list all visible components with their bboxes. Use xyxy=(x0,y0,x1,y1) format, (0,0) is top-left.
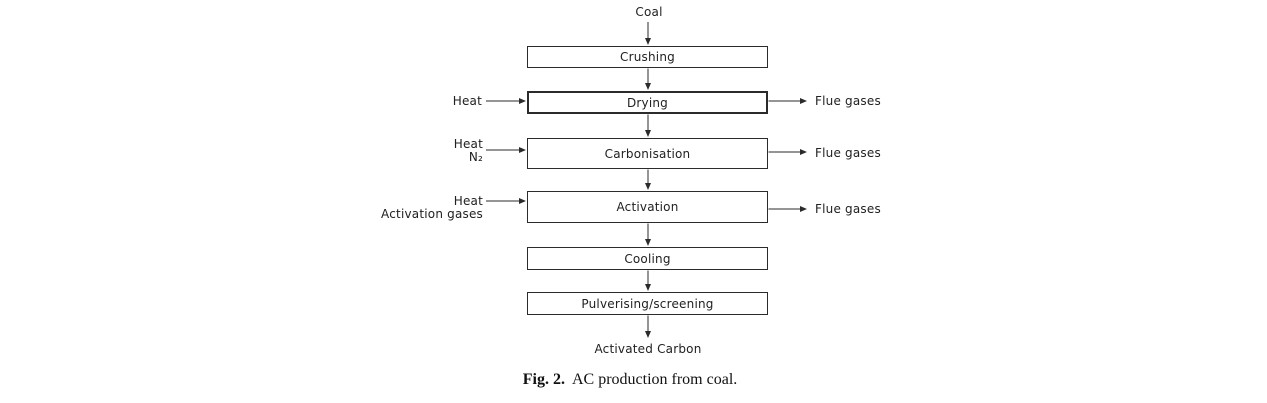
process-box-cooling: Cooling xyxy=(527,247,768,270)
figure-caption: Fig. 2. AC production from coal. xyxy=(523,370,738,389)
process-box-label: Cooling xyxy=(624,251,671,266)
output-label-activated-carbon: Activated Carbon xyxy=(594,342,702,356)
process-box-label: Pulverising/screening xyxy=(581,296,714,311)
output-label-flue-gases-activation: Flue gases xyxy=(815,202,881,216)
process-box-activation: Activation xyxy=(527,191,768,223)
process-box-pulverising-screening: Pulverising/screening xyxy=(527,292,768,315)
figure-caption-text: AC production from coal. xyxy=(571,371,738,388)
figure-caption-number: Fig. 2. xyxy=(522,371,565,388)
output-label-flue-gases-drying: Flue gases xyxy=(815,94,881,108)
process-box-label: Activation xyxy=(616,200,679,214)
input-label-line: Heat xyxy=(453,137,483,151)
input-label-line: Heat xyxy=(452,94,482,108)
process-box-carbonisation: Carbonisation xyxy=(527,138,768,169)
process-box-label: Crushing xyxy=(620,50,675,64)
input-label-line: Heat xyxy=(453,194,483,208)
input-label-heat-drying: Heat xyxy=(453,95,482,108)
input-label-heat-n2-carbonisation: Heat N₂ xyxy=(454,138,483,164)
process-box-label: Drying xyxy=(626,95,669,110)
output-label-flue-gases-carbonisation: Flue gases xyxy=(815,146,881,160)
input-label-line: Activation gases xyxy=(381,207,483,221)
process-box-drying: Drying xyxy=(527,91,768,114)
input-label-heat-activation-gases: Heat Activation gases xyxy=(381,195,483,221)
process-box-crushing: Crushing xyxy=(527,46,768,68)
process-box-label: Carbonisation xyxy=(604,146,691,161)
input-label-coal: Coal xyxy=(635,5,663,19)
input-label-line: N₂ xyxy=(468,150,483,164)
